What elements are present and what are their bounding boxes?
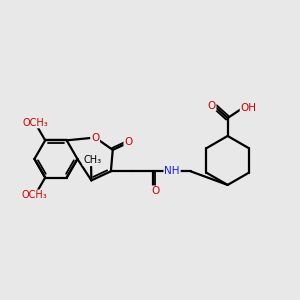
Text: NH: NH: [164, 166, 180, 176]
Text: O: O: [91, 133, 99, 142]
Text: O: O: [207, 100, 216, 110]
Text: OH: OH: [241, 103, 256, 113]
Text: OCH₃: OCH₃: [22, 190, 47, 200]
Text: CH₃: CH₃: [83, 155, 102, 165]
Text: O: O: [124, 137, 133, 147]
Text: O: O: [151, 186, 159, 196]
Text: OCH₃: OCH₃: [22, 118, 48, 128]
